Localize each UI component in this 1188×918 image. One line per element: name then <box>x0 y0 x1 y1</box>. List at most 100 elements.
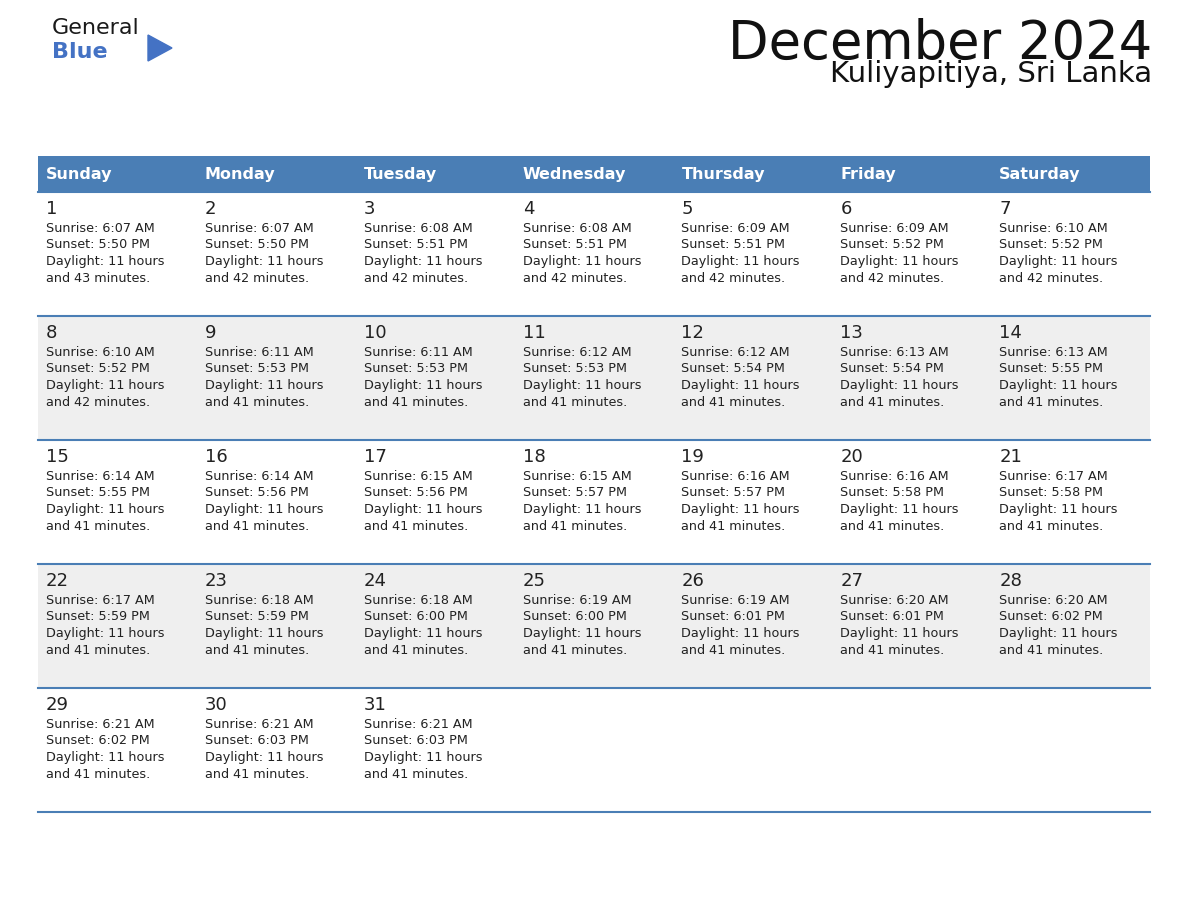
Text: and 41 minutes.: and 41 minutes. <box>46 520 150 532</box>
Text: 14: 14 <box>999 324 1022 342</box>
Text: Sunrise: 6:16 AM: Sunrise: 6:16 AM <box>840 470 949 483</box>
Text: Sunset: 5:59 PM: Sunset: 5:59 PM <box>46 610 150 623</box>
Text: Blue: Blue <box>52 42 108 62</box>
Text: Monday: Monday <box>204 166 276 182</box>
Text: Sunrise: 6:07 AM: Sunrise: 6:07 AM <box>204 222 314 235</box>
Text: Sunset: 6:03 PM: Sunset: 6:03 PM <box>364 734 468 747</box>
Text: and 41 minutes.: and 41 minutes. <box>682 644 785 656</box>
Text: and 41 minutes.: and 41 minutes. <box>204 644 309 656</box>
Text: Sunset: 5:52 PM: Sunset: 5:52 PM <box>999 239 1102 252</box>
Text: Sunday: Sunday <box>46 166 113 182</box>
Text: Daylight: 11 hours: Daylight: 11 hours <box>364 503 482 516</box>
Text: and 41 minutes.: and 41 minutes. <box>999 520 1104 532</box>
Bar <box>514 156 674 192</box>
Text: Sunset: 5:50 PM: Sunset: 5:50 PM <box>46 239 150 252</box>
Text: Daylight: 11 hours: Daylight: 11 hours <box>46 751 164 764</box>
Text: Daylight: 11 hours: Daylight: 11 hours <box>46 503 164 516</box>
Text: Sunrise: 6:15 AM: Sunrise: 6:15 AM <box>364 470 473 483</box>
Text: Sunset: 5:58 PM: Sunset: 5:58 PM <box>840 487 944 499</box>
Text: Sunset: 5:51 PM: Sunset: 5:51 PM <box>682 239 785 252</box>
Text: and 42 minutes.: and 42 minutes. <box>840 272 944 285</box>
Text: Sunset: 5:50 PM: Sunset: 5:50 PM <box>204 239 309 252</box>
Text: Sunrise: 6:21 AM: Sunrise: 6:21 AM <box>46 718 154 731</box>
Text: and 41 minutes.: and 41 minutes. <box>840 396 944 409</box>
Text: Sunrise: 6:18 AM: Sunrise: 6:18 AM <box>364 594 473 607</box>
Text: Sunrise: 6:14 AM: Sunrise: 6:14 AM <box>204 470 314 483</box>
Text: and 41 minutes.: and 41 minutes. <box>840 644 944 656</box>
Text: 20: 20 <box>840 448 862 466</box>
Text: 16: 16 <box>204 448 228 466</box>
Text: Daylight: 11 hours: Daylight: 11 hours <box>999 503 1118 516</box>
Text: December 2024: December 2024 <box>728 18 1152 70</box>
Text: Sunset: 6:02 PM: Sunset: 6:02 PM <box>999 610 1102 623</box>
Text: Daylight: 11 hours: Daylight: 11 hours <box>999 627 1118 640</box>
Text: Sunset: 5:55 PM: Sunset: 5:55 PM <box>999 363 1104 375</box>
Bar <box>38 440 1150 564</box>
Text: Sunset: 5:53 PM: Sunset: 5:53 PM <box>204 363 309 375</box>
Text: 4: 4 <box>523 200 535 218</box>
Text: 3: 3 <box>364 200 375 218</box>
Text: and 42 minutes.: and 42 minutes. <box>204 272 309 285</box>
Text: 25: 25 <box>523 572 545 590</box>
Text: Sunset: 5:53 PM: Sunset: 5:53 PM <box>364 363 468 375</box>
Text: 12: 12 <box>682 324 704 342</box>
Text: and 42 minutes.: and 42 minutes. <box>364 272 468 285</box>
Text: Daylight: 11 hours: Daylight: 11 hours <box>840 627 959 640</box>
Text: Daylight: 11 hours: Daylight: 11 hours <box>682 379 800 392</box>
Text: Sunrise: 6:08 AM: Sunrise: 6:08 AM <box>523 222 631 235</box>
Text: Sunrise: 6:12 AM: Sunrise: 6:12 AM <box>523 346 631 359</box>
Text: and 41 minutes.: and 41 minutes. <box>999 396 1104 409</box>
Text: Sunrise: 6:13 AM: Sunrise: 6:13 AM <box>999 346 1108 359</box>
Bar <box>38 688 1150 812</box>
Text: and 41 minutes.: and 41 minutes. <box>364 520 468 532</box>
Text: 29: 29 <box>46 696 69 714</box>
Text: Sunrise: 6:20 AM: Sunrise: 6:20 AM <box>999 594 1107 607</box>
Text: Sunset: 6:00 PM: Sunset: 6:00 PM <box>523 610 626 623</box>
Text: Daylight: 11 hours: Daylight: 11 hours <box>46 255 164 268</box>
Text: Friday: Friday <box>840 166 896 182</box>
Text: Sunrise: 6:17 AM: Sunrise: 6:17 AM <box>46 594 154 607</box>
Bar <box>991 156 1150 192</box>
Bar <box>197 156 355 192</box>
Text: Tuesday: Tuesday <box>364 166 437 182</box>
Text: Sunrise: 6:17 AM: Sunrise: 6:17 AM <box>999 470 1108 483</box>
Text: 19: 19 <box>682 448 704 466</box>
Text: 22: 22 <box>46 572 69 590</box>
Text: Sunset: 5:52 PM: Sunset: 5:52 PM <box>840 239 944 252</box>
Text: Sunrise: 6:08 AM: Sunrise: 6:08 AM <box>364 222 473 235</box>
Text: and 41 minutes.: and 41 minutes. <box>523 396 627 409</box>
Text: Sunset: 5:56 PM: Sunset: 5:56 PM <box>204 487 309 499</box>
Text: 7: 7 <box>999 200 1011 218</box>
Text: Sunset: 5:58 PM: Sunset: 5:58 PM <box>999 487 1104 499</box>
Text: Sunrise: 6:11 AM: Sunrise: 6:11 AM <box>204 346 314 359</box>
Text: Daylight: 11 hours: Daylight: 11 hours <box>204 503 323 516</box>
Text: Daylight: 11 hours: Daylight: 11 hours <box>204 627 323 640</box>
Text: Saturday: Saturday <box>999 166 1081 182</box>
Bar <box>355 156 514 192</box>
Text: Daylight: 11 hours: Daylight: 11 hours <box>204 379 323 392</box>
Text: Sunrise: 6:12 AM: Sunrise: 6:12 AM <box>682 346 790 359</box>
Text: and 41 minutes.: and 41 minutes. <box>364 396 468 409</box>
Text: 31: 31 <box>364 696 386 714</box>
Text: Kuliyapitiya, Sri Lanka: Kuliyapitiya, Sri Lanka <box>830 60 1152 88</box>
Text: Sunset: 5:55 PM: Sunset: 5:55 PM <box>46 487 150 499</box>
Text: and 41 minutes.: and 41 minutes. <box>523 520 627 532</box>
Text: Daylight: 11 hours: Daylight: 11 hours <box>840 503 959 516</box>
Text: Sunset: 5:51 PM: Sunset: 5:51 PM <box>364 239 468 252</box>
Text: and 41 minutes.: and 41 minutes. <box>204 396 309 409</box>
Text: 17: 17 <box>364 448 386 466</box>
Text: Daylight: 11 hours: Daylight: 11 hours <box>523 255 642 268</box>
Text: Daylight: 11 hours: Daylight: 11 hours <box>364 627 482 640</box>
Text: 5: 5 <box>682 200 693 218</box>
Text: Sunrise: 6:19 AM: Sunrise: 6:19 AM <box>523 594 631 607</box>
Text: Daylight: 11 hours: Daylight: 11 hours <box>523 379 642 392</box>
Text: Daylight: 11 hours: Daylight: 11 hours <box>523 503 642 516</box>
Text: Daylight: 11 hours: Daylight: 11 hours <box>682 255 800 268</box>
Text: and 42 minutes.: and 42 minutes. <box>999 272 1104 285</box>
Text: Sunset: 6:02 PM: Sunset: 6:02 PM <box>46 734 150 747</box>
Text: and 41 minutes.: and 41 minutes. <box>682 520 785 532</box>
Text: and 41 minutes.: and 41 minutes. <box>204 767 309 780</box>
Text: 27: 27 <box>840 572 864 590</box>
Text: Sunrise: 6:10 AM: Sunrise: 6:10 AM <box>46 346 154 359</box>
Text: Sunrise: 6:07 AM: Sunrise: 6:07 AM <box>46 222 154 235</box>
